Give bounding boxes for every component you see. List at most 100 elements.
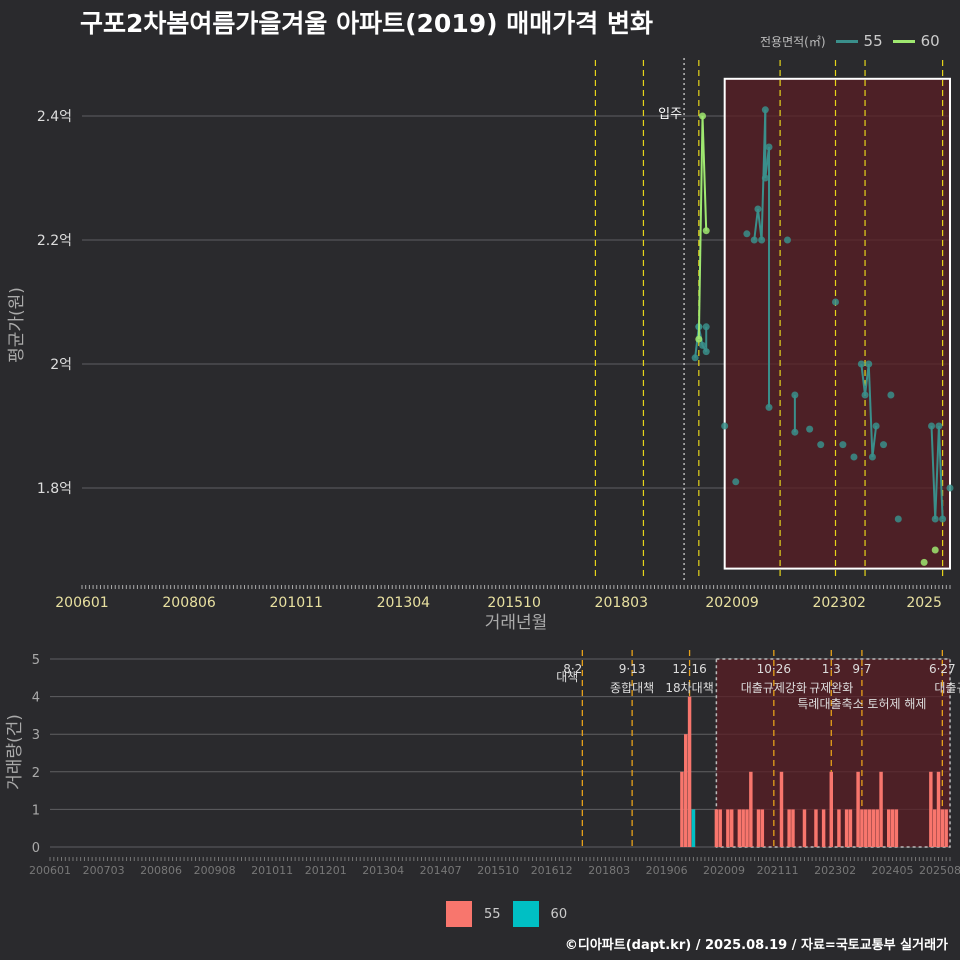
bar-55 — [829, 771, 833, 847]
data-point-60 — [920, 558, 928, 566]
data-point-55 — [887, 391, 895, 399]
data-point-55 — [839, 441, 847, 449]
data-point-55 — [732, 478, 740, 486]
bar-55 — [684, 734, 688, 847]
bar-x-tick-label: 201906 — [646, 864, 688, 877]
policy-date-label: 10·26 — [757, 662, 791, 676]
top-legend: 전용면적(㎡) 55 60 — [760, 32, 940, 50]
x-tick-label: 2025 — [906, 595, 942, 611]
series-line-60 — [697, 115, 704, 340]
policy-date-label: 6·27 — [929, 662, 956, 676]
bar-55 — [894, 809, 899, 847]
data-point-55 — [702, 348, 710, 356]
x-tick-label: 201510 — [487, 595, 540, 611]
bar-55 — [718, 809, 722, 847]
data-point-60 — [931, 546, 939, 554]
data-point-55 — [791, 428, 799, 436]
bar-55 — [944, 809, 948, 847]
highlight-box — [723, 77, 952, 570]
legend-swatch-55 — [835, 39, 858, 43]
bar-55 — [879, 771, 883, 847]
x-axis-title: 거래년월 — [485, 613, 548, 633]
series-line-55 — [753, 208, 759, 241]
bar-x-tick-label: 200908 — [194, 864, 236, 877]
bar-x-tick-label: 202111 — [757, 864, 799, 877]
bar-x-tick-label: 201612 — [531, 864, 573, 877]
x-tick-label: 201011 — [270, 595, 323, 611]
policy-date-label: 12·16 — [672, 662, 706, 676]
legend-swatch-60 — [892, 39, 915, 43]
bar-55 — [875, 809, 879, 847]
footer-credit: ©디아파트(dapt.kr) / 2025.08.19 / 자료=국토교통부 실… — [564, 938, 948, 953]
data-point-55 — [831, 298, 839, 306]
data-point-55 — [894, 515, 902, 523]
bar-55 — [929, 771, 933, 847]
data-point-55 — [783, 236, 791, 244]
bar-55 — [871, 809, 876, 847]
y-tick-label: 2.2억 — [37, 233, 72, 249]
series-line-60 — [701, 115, 708, 231]
bar-x-tick-label: 200601 — [29, 864, 71, 877]
data-point-55 — [754, 205, 762, 213]
series-line-55 — [871, 425, 878, 458]
policy-date-label: 9·7 — [852, 662, 871, 676]
policy-text-label: 규제완화 — [809, 681, 853, 695]
bar-55 — [856, 771, 860, 847]
policy-text-label: 종합대책 — [610, 680, 654, 695]
data-point-55 — [758, 236, 766, 244]
y-tick-label: 2억 — [50, 357, 72, 373]
policy-date-label: 1·3 — [822, 662, 841, 676]
bar-x-tick-label: 201407 — [420, 864, 462, 877]
data-point-60 — [699, 112, 707, 120]
bar-55 — [821, 809, 826, 847]
x-tick-label: 202009 — [705, 595, 758, 611]
legend-box-55 — [446, 901, 472, 927]
bar-x-tick-label: 200703 — [83, 864, 125, 877]
y-tick-label: 2.4억 — [37, 109, 72, 125]
bar-y-tick-label: 0 — [32, 841, 40, 856]
bar-55 — [680, 771, 684, 847]
bar-y-tick-label: 1 — [32, 803, 40, 818]
data-point-55 — [928, 422, 936, 430]
bar-55 — [890, 809, 895, 847]
data-point-55 — [931, 515, 939, 523]
bar-x-tick-label: 201304 — [362, 864, 404, 877]
data-point-55 — [791, 391, 799, 399]
bar-x-tick-label: 202508 — [919, 864, 960, 877]
data-point-55 — [765, 403, 773, 411]
series-line-55 — [860, 363, 867, 396]
bar-55 — [887, 809, 891, 847]
bar-55 — [814, 809, 818, 847]
move-in-label: 입주 — [658, 107, 682, 122]
legend-title: 전용면적(㎡) — [760, 34, 826, 49]
bar-55 — [867, 809, 872, 847]
data-point-55 — [872, 422, 880, 430]
page-title: 구포2차봄여름가을겨울 아파트(2019) 매매가격 변화 — [80, 9, 653, 38]
data-point-55 — [743, 230, 751, 238]
bar-55 — [940, 809, 945, 847]
bar-60 — [691, 809, 696, 847]
legend-text-55: 55 — [484, 906, 501, 922]
y-tick-label: 1.8억 — [37, 481, 72, 497]
data-point-55 — [850, 453, 858, 461]
data-point-55 — [699, 341, 707, 349]
bar-y-axis-title: 거래량(건) — [5, 714, 25, 790]
bar-55 — [860, 809, 864, 847]
data-point-55 — [865, 360, 873, 368]
data-point-55 — [702, 323, 710, 331]
bar-y-tick-label: 4 — [32, 691, 40, 706]
bar-55 — [760, 809, 765, 847]
data-point-55 — [946, 484, 954, 492]
bar-55 — [749, 771, 753, 847]
data-point-55 — [939, 515, 947, 523]
data-point-55 — [817, 441, 825, 449]
bar-55 — [737, 809, 742, 847]
policy-text-label: 대책 — [556, 669, 578, 684]
series-line-55 — [930, 425, 937, 520]
bar-55 — [726, 809, 730, 847]
data-point-55 — [721, 422, 729, 430]
bar-x-tick-label: 201510 — [477, 864, 519, 877]
y-axis-title: 평균가(원) — [7, 287, 27, 363]
bar-x-tick-label: 202302 — [814, 864, 856, 877]
policy-date-label: 9·13 — [619, 662, 646, 676]
